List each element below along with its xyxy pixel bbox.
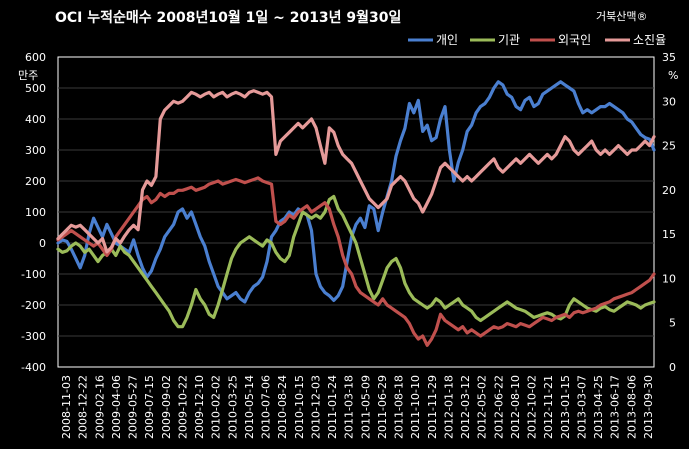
right-tick-label: 35 xyxy=(662,51,676,64)
x-tick-label: 2013-03-07 xyxy=(575,375,588,439)
x-tick-label: 2011-11-29 xyxy=(426,375,439,439)
x-tick-label: 2010-12-03 xyxy=(309,375,322,439)
legend-label: 외국인 xyxy=(558,33,591,47)
series-lines xyxy=(56,80,656,347)
right-tick-label: 15 xyxy=(662,228,676,241)
x-tick-label: 2013-08-06 xyxy=(625,375,638,439)
x-tick-label: 2010-03-25 xyxy=(226,375,239,439)
x-tick-label: 2009-12-10 xyxy=(193,375,206,439)
series-line-2 xyxy=(56,176,656,347)
right-unit-label: % xyxy=(668,69,678,82)
left-tick-label: -100 xyxy=(21,268,46,281)
right-tick-label: 5 xyxy=(669,317,676,330)
x-tick-label: 2010-10-15 xyxy=(293,375,306,439)
x-tick-label: 2010-08-24 xyxy=(276,375,289,439)
legend-label: 소진율 xyxy=(633,33,666,47)
x-tick-label: 2011-05-09 xyxy=(359,375,372,439)
x-tick-label: 2012-06-22 xyxy=(492,375,505,439)
left-tick-label: 100 xyxy=(25,206,46,219)
left-tick-label: 600 xyxy=(25,51,46,64)
x-tick-label: 2010-05-14 xyxy=(243,375,256,439)
x-tick-label: 2013-01-15 xyxy=(559,375,572,439)
left-tick-label: 300 xyxy=(25,144,46,157)
x-tick-label: 2009-02-16 xyxy=(93,375,106,439)
left-tick-label: 0 xyxy=(39,237,46,250)
left-tick-label: 200 xyxy=(25,175,46,188)
x-tick-label: 2012-11-21 xyxy=(542,375,555,439)
right-tick-label: 30 xyxy=(662,95,676,108)
left-axis-ticks: 600 500 400 300 200 100 0 -100 -200 -300 -400 xyxy=(21,51,46,374)
legend-label: 개인 xyxy=(436,33,458,47)
right-axis-ticks: 35 30 25 20 15 10 5 0 xyxy=(662,51,676,374)
source-label: 거북산맥® xyxy=(596,10,647,23)
right-tick-label: 0 xyxy=(669,361,676,374)
x-tick-label: 2011-01-24 xyxy=(326,375,339,439)
x-tick-label: 2012-03-12 xyxy=(459,375,472,439)
right-tick-label: 20 xyxy=(662,184,676,197)
x-tick-label: 2013-04-25 xyxy=(592,375,605,439)
series-line-3 xyxy=(56,89,656,254)
x-tick-label: 2013-09-30 xyxy=(642,375,655,439)
x-tick-label: 2013-06-17 xyxy=(609,375,622,439)
legend: 개인 기관 외국인 소진율 xyxy=(408,33,666,47)
x-tick-label: 2012-01-18 xyxy=(442,375,455,439)
x-tick-label: 2012-05-02 xyxy=(476,375,489,439)
x-tick-label: 2012-08-10 xyxy=(509,375,522,439)
x-tick-label: 2010-02-02 xyxy=(210,375,223,439)
left-tick-label: -400 xyxy=(21,361,46,374)
x-tick-label: 2008-11-03 xyxy=(60,375,73,439)
series-line-0 xyxy=(56,80,656,304)
x-tick-label: 2008-12-22 xyxy=(77,375,90,439)
x-tick-label: 2011-03-18 xyxy=(343,375,356,439)
x-tick-label: 2009-05-27 xyxy=(127,375,140,439)
left-tick-label: 400 xyxy=(25,113,46,126)
chart-title: OCI 누적순매수 2008년10월 1일 ~ 2013년 9월30일 xyxy=(55,9,401,26)
x-axis-ticks: 2008-11-03 2008-12-22 2009-02-16 2009-04-06… xyxy=(60,375,655,439)
x-tick-label: 2009-10-22 xyxy=(176,375,189,439)
x-tick-label: 2009-09-02 xyxy=(160,375,173,439)
left-tick-label: -200 xyxy=(21,299,46,312)
x-tick-label: 2010-07-06 xyxy=(260,375,273,439)
x-tick-label: 2009-07-15 xyxy=(143,375,156,439)
x-tick-label: 2011-08-18 xyxy=(393,375,406,439)
right-tick-label: 25 xyxy=(662,140,676,153)
legend-label: 기관 xyxy=(498,33,520,47)
x-tick-label: 2011-06-29 xyxy=(376,375,389,439)
left-tick-label: -300 xyxy=(21,330,46,343)
x-tick-label: 2011-10-10 xyxy=(409,375,422,439)
right-tick-label: 10 xyxy=(662,272,676,285)
left-tick-label: 500 xyxy=(25,82,46,95)
x-tick-label: 2012-10-02 xyxy=(526,375,539,439)
left-unit-label: 만주 xyxy=(18,69,38,82)
x-tick-label: 2009-04-06 xyxy=(110,375,123,439)
series-line-1 xyxy=(56,194,656,329)
